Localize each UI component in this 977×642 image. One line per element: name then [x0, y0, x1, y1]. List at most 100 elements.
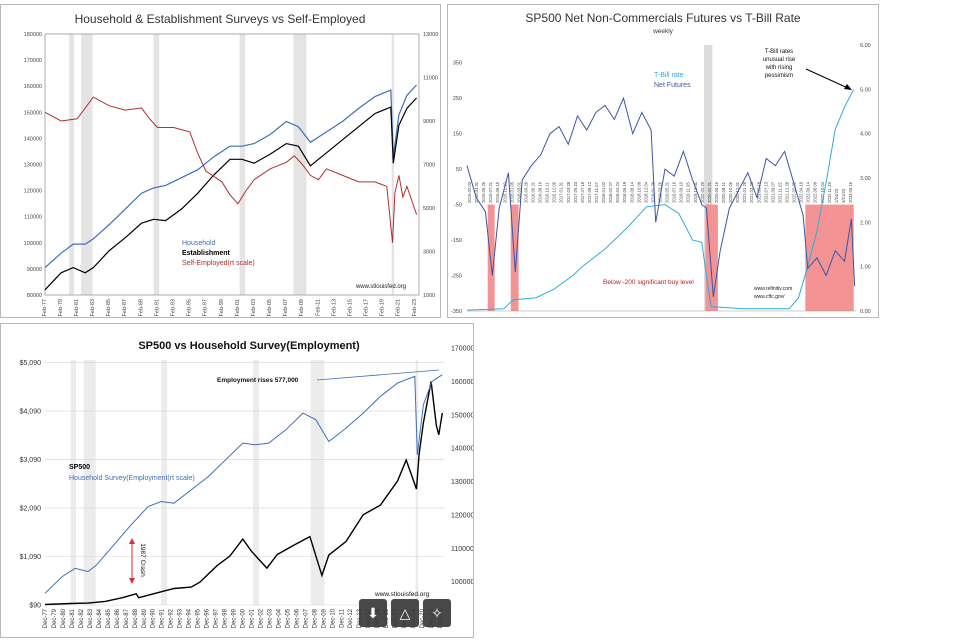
left-tick-label: 170000 — [24, 58, 42, 64]
x-tick-label: 2016.01.05 — [509, 181, 514, 203]
recession-band — [81, 34, 93, 295]
right-tick-label: 3000 — [423, 250, 435, 256]
sp500-futures-tbill-chart: SP500 Net Non-Commercials Futures vs T-B… — [451, 11, 871, 315]
series-line-sp500 — [44, 381, 443, 606]
left-tick-label: 250 — [453, 96, 462, 102]
x-tick-label: Dec-98 — [223, 608, 229, 628]
left-tick-label: -150 — [451, 238, 462, 244]
x-tick-label: Dec-80 — [61, 608, 67, 628]
left-tick-label: 90000 — [27, 267, 42, 273]
series-line-self-employed — [44, 96, 418, 243]
x-tick-label: 2019.01.29 — [650, 181, 655, 203]
left-tick-label: -350 — [451, 309, 462, 315]
x-tick-label: 2016.12.06 — [552, 181, 557, 203]
x-tick-label: Dec-01 — [249, 608, 255, 628]
source-label: www.stlouisfed.org — [374, 591, 430, 598]
recession-band — [70, 360, 76, 605]
x-tick-label: 2018.06.19 — [622, 181, 627, 203]
legend-label: Self-Employed(rt scale) — [182, 260, 255, 267]
x-tick-label: 2016.03.01 — [516, 181, 521, 203]
x-tick-label: 2016.04.26 — [523, 181, 528, 203]
x-tick-label: 2018.01.02 — [601, 181, 606, 203]
household-establishment-chart: Household & Establishment Surveys vs Sel… — [24, 12, 439, 316]
x-tick-label: 2015.11.10 — [502, 182, 507, 203]
legend-label: Household — [182, 240, 216, 247]
left-tick-label: 100000 — [24, 241, 42, 247]
x-tick-label: Dec-91 — [160, 608, 166, 628]
x-tick-label: 2022.11.29 — [827, 182, 832, 203]
download-button[interactable]: ⬇ — [359, 599, 387, 627]
left-tick-label: $3,090 — [20, 457, 42, 464]
x-tick-label: 2015.02.03 — [467, 181, 472, 203]
legend-label: Establishment — [182, 250, 231, 257]
x-tick-label: Dec-11 — [339, 608, 345, 628]
x-tick-label: Dec-84 — [97, 608, 103, 628]
left-tick-label: 110000 — [24, 215, 42, 221]
chart-subtitle: weekly — [652, 28, 674, 35]
right-tick-label: 2.00 — [860, 220, 871, 226]
right-tick-label: 9000 — [423, 119, 435, 125]
pin-icon: ✧ — [431, 604, 443, 621]
source-label: www.refinitiv.com — [754, 286, 792, 292]
left-tick-label: $2,090 — [20, 506, 42, 513]
x-tick-label: Dec-08 — [312, 608, 318, 628]
left-tick-label: $1,090 — [20, 554, 42, 561]
sp500-household-chart-panel: SP500 vs Household Survey(Employment) $90… — [0, 323, 474, 638]
annotation-arrow — [805, 68, 851, 90]
x-tick-label: Dec-03 — [267, 608, 273, 628]
x-tick-label: Dec-89 — [142, 608, 148, 628]
right-tick-label: 170000 — [451, 346, 473, 353]
recession-band — [239, 34, 246, 295]
left-tick-label: 120000 — [24, 189, 42, 195]
x-tick-label: 2022.06.14 — [806, 181, 811, 203]
crash-arrowhead-top — [129, 538, 135, 544]
right-tick-label: 130000 — [451, 479, 473, 486]
left-tick-label: 350 — [453, 61, 462, 67]
x-tick-label: 2017.09.12 — [587, 181, 592, 203]
right-tick-label: 7000 — [423, 163, 435, 169]
right-tick-label: 5.00 — [860, 87, 871, 93]
right-tick-label: 110000 — [451, 546, 473, 553]
x-tick-label: Feb-01 — [235, 299, 241, 316]
right-tick-label: 0.00 — [860, 309, 871, 315]
x-tick-label: Dec-93 — [178, 608, 184, 628]
x-tick-label: Dec-82 — [79, 608, 85, 628]
right-tick-label: 1000 — [423, 293, 435, 299]
x-tick-label: 2019.05.21 — [665, 181, 670, 203]
x-tick-label: 2019.12.31 — [693, 181, 698, 203]
x-tick-label: 2021.12.28 — [785, 181, 790, 203]
right-tick-label: 4.00 — [860, 132, 871, 138]
recession-band — [83, 360, 96, 605]
pin-button[interactable]: ✧ — [423, 599, 451, 627]
x-tick-label: 2018.10.09 — [636, 181, 641, 203]
x-tick-label: Dec-04 — [276, 608, 282, 628]
chart-title: Household & Establishment Surveys vs Sel… — [75, 12, 366, 26]
x-tick-label: Dec-81 — [70, 608, 76, 628]
shaded-band-gray — [704, 45, 713, 311]
x-tick-label: 2022.10.04 — [820, 181, 825, 203]
share-button[interactable]: △ — [391, 599, 419, 627]
buy-zone-band — [487, 204, 495, 311]
x-tick-label: 2018.12.04 — [643, 181, 648, 203]
x-tick-label: 2021.07.13 — [763, 181, 768, 203]
x-tick-label: Dec-88 — [133, 608, 139, 628]
legend-label: SP500 — [69, 464, 90, 471]
series-line-household-survey — [44, 374, 443, 594]
x-tick-label: Dec-05 — [285, 608, 291, 628]
x-tick-label: 2017.05.23 — [573, 181, 578, 203]
x-tick-label: 2021.09.07 — [770, 181, 775, 203]
x-tick-label: 2016.10.11 — [545, 182, 550, 203]
x-tick-label: Feb-03 — [251, 299, 257, 316]
x-tick-label: Dec-92 — [169, 608, 175, 628]
annotation-line: T-Bill rates — [765, 49, 793, 55]
x-tick-label: 2022.04.19 — [799, 181, 804, 203]
x-tick-label: 2021.11.02 — [777, 182, 782, 203]
series-line-establishment — [44, 97, 418, 291]
x-tick-label: 2018.04.24 — [615, 181, 620, 203]
recession-band — [391, 34, 395, 295]
x-tick-label: Dec-09 — [321, 608, 327, 628]
x-tick-label: Dec-07 — [303, 608, 309, 628]
annotation-line: with rising — [765, 65, 793, 71]
x-tick-label: Feb-11 — [315, 299, 321, 316]
x-tick-label: Dec-94 — [187, 608, 193, 628]
